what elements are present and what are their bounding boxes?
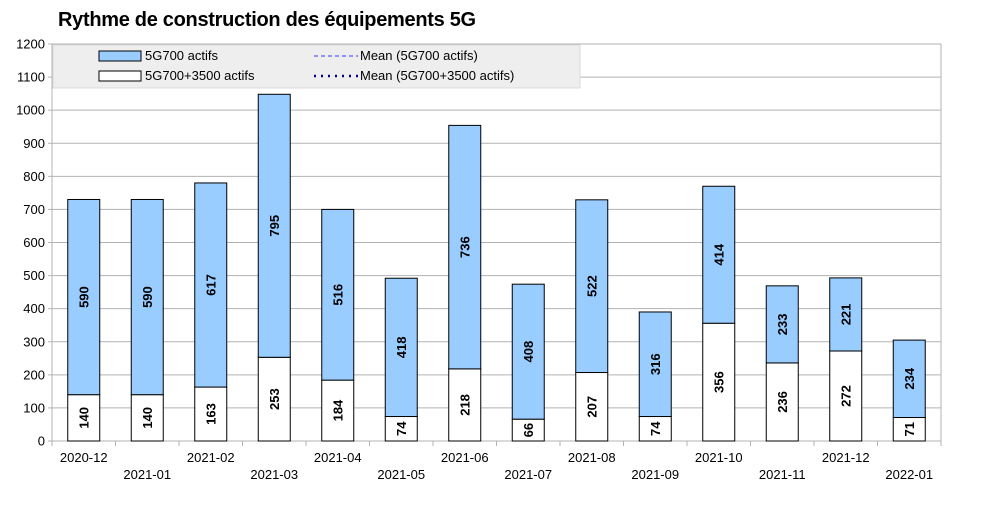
data-label: 316 xyxy=(648,353,663,375)
y-tick-label: 300 xyxy=(23,334,45,349)
data-label: 234 xyxy=(902,367,917,389)
data-label: 74 xyxy=(648,421,663,436)
data-label: 74 xyxy=(394,421,409,436)
bar-5g700-segment xyxy=(67,198,101,396)
y-tick-label: 1200 xyxy=(16,37,45,52)
bar-5g700-3500-segment xyxy=(575,372,609,442)
bar-5g700-3500-segment xyxy=(638,416,672,442)
y-tick-label: 800 xyxy=(23,169,45,184)
bar-5g700-segment xyxy=(892,339,926,419)
y-tick-label: 0 xyxy=(38,434,45,449)
bar-5g700-3500-segment xyxy=(321,379,355,442)
y-tick-label: 100 xyxy=(23,400,45,415)
data-label: 516 xyxy=(330,284,345,306)
data-label: 66 xyxy=(521,423,536,437)
legend-label: Mean (5G700+3500 actifs) xyxy=(360,68,514,83)
legend: 5G700 actifs Mean (5G700 actifs) 5G700+350… xyxy=(52,44,581,89)
bar-5g700-segment xyxy=(448,124,482,370)
bar-5g700-segment xyxy=(130,198,164,396)
bar-5g700-segment xyxy=(511,283,545,420)
bar-5g700-3500-segment xyxy=(130,394,164,442)
legend-swatch xyxy=(98,70,142,82)
legend-label: 5G700 actifs xyxy=(145,48,218,63)
data-label: 736 xyxy=(457,236,472,258)
bar-5g700-segment xyxy=(702,185,736,324)
x-tick-label: 2021-09 xyxy=(631,467,679,482)
data-label: 522 xyxy=(584,275,599,297)
x-tick-label: 2021-04 xyxy=(314,450,362,465)
bar-5g700-segment xyxy=(384,277,418,418)
data-label: 163 xyxy=(203,403,218,425)
data-label: 207 xyxy=(584,396,599,418)
x-tick-label: 2021-12 xyxy=(822,450,870,465)
data-label: 272 xyxy=(838,385,853,407)
data-label: 140 xyxy=(140,407,155,429)
data-label: 218 xyxy=(457,394,472,416)
legend-swatch xyxy=(98,50,142,62)
bar-5g700-segment xyxy=(638,311,672,418)
x-tick-label: 2021-03 xyxy=(250,467,298,482)
y-tick-label: 400 xyxy=(23,301,45,316)
data-label: 253 xyxy=(267,388,282,410)
data-label: 233 xyxy=(775,314,790,336)
x-tick-label: 2021-08 xyxy=(568,450,616,465)
y-tick-label: 1000 xyxy=(16,103,45,118)
data-label: 356 xyxy=(711,371,726,393)
y-axis-ticks: 0 100 200 300 400 500 600 700 800 900 1000 1100 1200 xyxy=(16,37,45,449)
x-tick-label: 2021-11 xyxy=(759,467,806,482)
bar-5g700-segment xyxy=(257,93,291,358)
x-tick-label: 2021-07 xyxy=(504,467,552,482)
bar-5g700-segment xyxy=(765,285,799,364)
x-tick-label: 2020-12 xyxy=(60,450,108,465)
x-tick-label: 2021-05 xyxy=(377,467,425,482)
chart-title: Rythme de construction des équipements 5… xyxy=(58,9,476,31)
y-tick-label: 700 xyxy=(23,202,45,217)
x-tick-label: 2021-10 xyxy=(695,450,743,465)
x-tick-label: 2022-01 xyxy=(885,467,933,482)
x-tick-label: 2021-06 xyxy=(441,450,489,465)
data-label: 590 xyxy=(140,286,155,308)
data-label: 184 xyxy=(330,399,345,421)
bar-5g700-3500-segment xyxy=(194,386,228,442)
y-tick-label: 200 xyxy=(23,367,45,382)
bar-5g700-3500-segment xyxy=(67,394,101,442)
bar-5g700-segment xyxy=(321,208,355,381)
data-label: 418 xyxy=(394,337,409,359)
bar-5g700-segment xyxy=(575,199,609,374)
bars: 140 590 140 590 163 617 253 795 184 516 74 418 218 73… xyxy=(67,93,926,442)
bar-5g700-segment xyxy=(829,277,863,352)
y-tick-label: 500 xyxy=(23,268,45,283)
legend-label: 5G700+3500 actifs xyxy=(145,68,255,83)
x-tick-label: 2021-02 xyxy=(187,450,235,465)
data-label: 71 xyxy=(902,422,917,436)
data-label: 617 xyxy=(203,274,218,296)
bar-5g700-segment xyxy=(194,182,228,388)
data-label: 795 xyxy=(267,215,282,237)
y-tick-label: 1100 xyxy=(17,70,45,85)
y-tick-label: 600 xyxy=(23,235,45,250)
data-label: 140 xyxy=(76,407,91,429)
data-label: 221 xyxy=(838,304,853,326)
data-label: 408 xyxy=(521,341,536,363)
x-tick-label: 2021-01 xyxy=(123,467,171,482)
legend-label: Mean (5G700 actifs) xyxy=(360,48,478,63)
data-label: 590 xyxy=(76,286,91,308)
data-label: 236 xyxy=(775,391,790,413)
bar-5g700-3500-segment xyxy=(829,350,863,442)
gridlines xyxy=(48,43,942,446)
x-axis-ticks: 2020-12 2021-01 2021-02 2021-03 2021-04 2021-… xyxy=(60,450,933,482)
data-label: 414 xyxy=(711,243,726,265)
y-tick-label: 900 xyxy=(23,136,45,151)
